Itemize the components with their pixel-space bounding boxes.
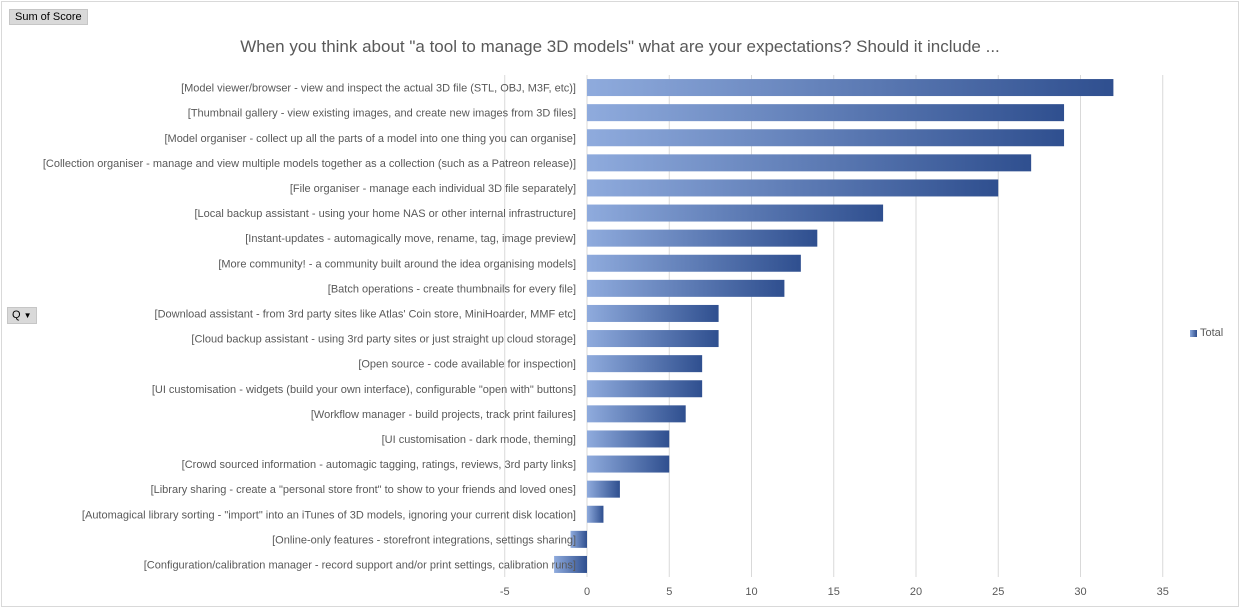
bar [587,254,801,272]
category-label: [Model organiser - collect up all the pa… [164,133,576,145]
row-field-label: Q [12,309,21,321]
category-label: [Batch operations - create thumbnails fo… [328,283,576,295]
category-label: [Library sharing - create a "personal st… [151,484,576,496]
dropdown-arrow-icon: ▼ [23,311,32,320]
x-tick-label: 15 [828,586,840,598]
bar [587,104,1065,122]
bar [587,129,1065,147]
legend-label: Total [1200,327,1224,339]
bar [570,530,587,548]
bar [587,279,785,297]
bar [587,154,1032,172]
category-label: [File organiser - manage each individual… [290,183,576,195]
category-label: [Collection organiser - manage and view … [43,158,576,170]
x-tick-label: 10 [745,586,757,598]
bar [554,555,587,573]
category-label: [Online-only features - storefront integ… [272,534,576,546]
category-label: [Local backup assistant - using your hom… [194,208,576,220]
value-field-button[interactable]: Sum of Score [9,9,88,25]
legend-swatch [1190,329,1197,337]
category-label: [Crowd sourced information - automagic t… [182,459,576,471]
bar [587,79,1114,97]
chart-title: When you think about "a tool to manage 3… [240,37,1000,56]
category-label: [Model viewer/browser - view and inspect… [181,83,576,95]
bar [587,204,884,222]
bar [587,380,703,398]
x-tick-label: 35 [1157,586,1169,598]
category-label: [UI customisation - dark mode, theming] [382,434,576,446]
x-tick-label: -5 [500,586,510,598]
bar [587,179,999,197]
gridlines [504,75,1164,577]
x-tick-label: 30 [1074,586,1086,598]
bar [587,229,818,247]
bar [587,430,670,448]
category-label: [Configuration/calibration manager - rec… [144,559,576,571]
category-label: [Download assistant - from 3rd party sit… [155,308,576,320]
category-label: [Automagical library sorting - "import" … [82,509,576,521]
category-label: [More community! - a community built aro… [218,258,576,270]
x-axis-tick-labels: -5 0 5 10 15 20 25 30 35 [500,586,1169,598]
bar [587,330,719,348]
legend: Total [1190,327,1223,339]
category-label: [Workflow manager - build projects, trac… [311,409,576,421]
category-labels: [Model viewer/browser - view and inspect… [43,83,576,572]
row-field-filter-button[interactable]: Q ▼ [7,307,37,324]
bar [587,304,719,322]
x-tick-label: 5 [666,586,672,598]
category-label: [Instant-updates - automagically move, r… [245,233,576,245]
x-tick-label: 0 [584,586,590,598]
category-label: [Thumbnail gallery - view existing image… [188,108,576,120]
category-label: [UI customisation - widgets (build your … [152,384,576,396]
bar [587,480,620,498]
bar [587,355,703,373]
category-label: [Open source - code available for inspec… [358,359,576,371]
x-tick-label: 25 [992,586,1004,598]
bar [587,405,686,423]
category-label: [Cloud backup assistant - using 3rd part… [191,334,576,346]
bar [587,505,604,523]
bar [587,455,670,473]
bars [554,79,1114,573]
x-tick-label: 20 [910,586,922,598]
